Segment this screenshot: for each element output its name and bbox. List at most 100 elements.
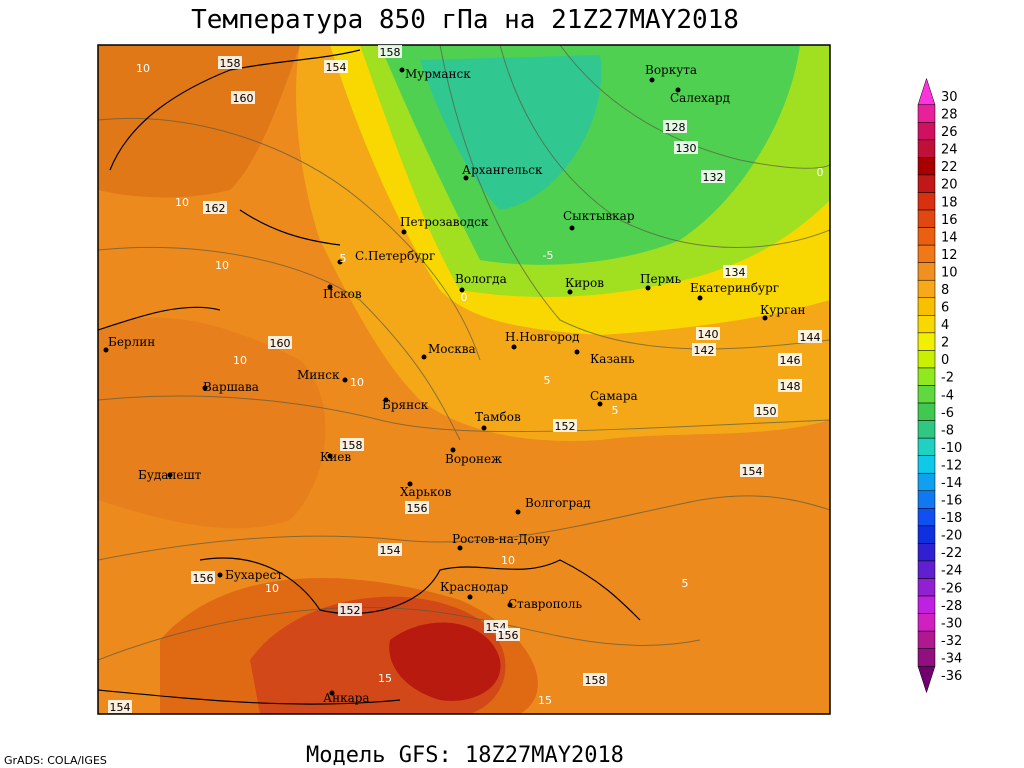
city-dot bbox=[762, 315, 768, 321]
height-label-box bbox=[692, 343, 716, 356]
city-dot bbox=[515, 509, 521, 515]
height-label: 142 bbox=[694, 344, 715, 357]
colorbar-swatch bbox=[917, 122, 936, 141]
height-label: 132 bbox=[703, 171, 724, 184]
colorbar-label: -22 bbox=[941, 546, 962, 561]
city-dot bbox=[597, 401, 603, 407]
city-label: Салехард bbox=[670, 91, 730, 105]
height-label: 158 bbox=[585, 674, 606, 687]
city-label: Курган bbox=[760, 303, 805, 317]
colorbar-swatch bbox=[917, 578, 936, 597]
colorbar-swatch bbox=[917, 543, 936, 562]
city-label: Петрозаводск bbox=[400, 215, 489, 229]
city-dot bbox=[217, 572, 223, 578]
colorbar-label: 20 bbox=[941, 178, 958, 193]
colorbar-swatch bbox=[917, 525, 936, 544]
colorbar-label: 6 bbox=[941, 301, 949, 316]
temperature-label: -5 bbox=[543, 249, 554, 262]
city-label: Ставрополь bbox=[508, 597, 582, 611]
temperature-label: 0 bbox=[817, 166, 824, 179]
height-label-box bbox=[231, 91, 255, 104]
city-label: Мурманск bbox=[405, 67, 471, 81]
model-label: Модель GFS: 18Z27MAY2018 bbox=[306, 743, 624, 768]
height-label-box bbox=[405, 501, 429, 514]
city-label: Самара bbox=[590, 389, 638, 403]
colorbar-swatch bbox=[917, 297, 936, 316]
colorbar-label: 2 bbox=[941, 336, 949, 351]
colorbar-swatch bbox=[917, 420, 936, 439]
title: Температура 850 гПа на 21Z27MAY2018 bbox=[191, 5, 739, 35]
city-label: Харьков bbox=[400, 485, 452, 499]
city-label: Ростов-на-Дону bbox=[452, 532, 550, 546]
city-label: Сыктывкар bbox=[563, 209, 635, 223]
height-label: 158 bbox=[342, 439, 363, 452]
height-label: 158 bbox=[380, 46, 401, 59]
city-dot bbox=[645, 285, 651, 291]
city-dot bbox=[401, 229, 407, 235]
colorbar: 302826242220181614121086420-2-4-6-8-10-1… bbox=[917, 77, 962, 694]
height-label-box bbox=[778, 353, 802, 366]
temperature-label: 5 bbox=[612, 404, 619, 417]
map-field bbox=[98, 45, 830, 714]
colorbar-swatch bbox=[917, 262, 936, 281]
colorbar-label: -34 bbox=[941, 651, 962, 666]
colorbar-swatch bbox=[917, 385, 936, 404]
colorbar-label: -20 bbox=[941, 529, 962, 544]
colorbar-label: 28 bbox=[941, 108, 958, 123]
city-dot bbox=[511, 344, 517, 350]
height-label-box bbox=[778, 379, 802, 392]
colorbar-swatch bbox=[917, 402, 936, 421]
height-label-box bbox=[754, 404, 778, 417]
colorbar-label: -26 bbox=[941, 581, 962, 596]
temperature-label: 10 bbox=[350, 376, 364, 389]
city-label: Анкара bbox=[323, 691, 370, 705]
city-dot bbox=[649, 77, 655, 83]
height-label-box bbox=[218, 56, 242, 69]
city-dot bbox=[383, 397, 389, 403]
colorbar-label: 22 bbox=[941, 160, 958, 175]
colorbar-label: -32 bbox=[941, 634, 962, 649]
colorbar-label: 30 bbox=[941, 90, 958, 105]
colorbar-swatch bbox=[917, 630, 936, 649]
colorbar-swatch bbox=[917, 595, 936, 614]
city-dot bbox=[327, 453, 333, 459]
temperature-label: 5 bbox=[544, 374, 551, 387]
city-dot bbox=[467, 594, 473, 600]
height-label-box bbox=[701, 170, 725, 183]
temperature-label: 15 bbox=[378, 672, 392, 685]
city-label: Краснодар bbox=[440, 580, 509, 594]
city-dot bbox=[337, 259, 343, 265]
city-dot bbox=[675, 87, 681, 93]
city-label: Волгоград bbox=[525, 496, 591, 510]
city-label: Екатеринбург bbox=[690, 281, 779, 295]
colorbar-label: -18 bbox=[941, 511, 962, 526]
height-label: 156 bbox=[407, 502, 428, 515]
colorbar-label: 10 bbox=[941, 265, 958, 280]
city-dot bbox=[459, 287, 465, 293]
city-label: Брянск bbox=[382, 398, 429, 412]
height-label-box bbox=[553, 419, 577, 432]
colorbar-label: 24 bbox=[941, 143, 958, 158]
colorbar-swatch bbox=[917, 279, 936, 299]
city-label: Варшава bbox=[203, 380, 259, 394]
map-labels: Мурманск Воркута Салехард Архангельск Петроз… bbox=[103, 45, 824, 714]
colorbar-label: 0 bbox=[941, 353, 949, 368]
colorbar-swatch bbox=[917, 613, 936, 632]
city-dot bbox=[421, 354, 427, 360]
height-label-box bbox=[740, 464, 764, 477]
height-label: 140 bbox=[698, 328, 719, 341]
height-label: 150 bbox=[756, 405, 777, 418]
colorbar-swatch bbox=[917, 104, 936, 123]
height-label-box bbox=[674, 141, 698, 154]
city-label: С.Петербург bbox=[355, 249, 435, 263]
city-dot bbox=[342, 377, 348, 383]
city-label: Псков bbox=[323, 287, 362, 301]
height-label-box bbox=[324, 60, 348, 73]
height-label: 158 bbox=[220, 57, 241, 70]
city-dot bbox=[407, 481, 413, 487]
colorbar-swatch bbox=[917, 560, 936, 579]
city-dot bbox=[507, 602, 513, 608]
city-label: Берлин bbox=[108, 335, 155, 349]
height-label: 130 bbox=[676, 142, 697, 155]
colorbar-label: -28 bbox=[941, 599, 962, 614]
